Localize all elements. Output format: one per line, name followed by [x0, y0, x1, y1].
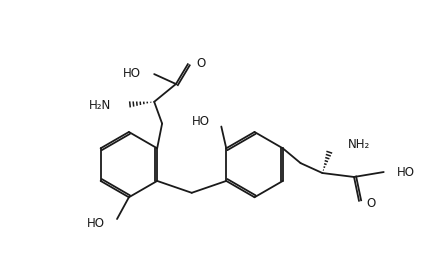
Text: NH₂: NH₂ — [348, 138, 371, 151]
Text: H₂N: H₂N — [89, 99, 111, 112]
Text: O: O — [366, 197, 375, 210]
Text: HO: HO — [123, 67, 141, 80]
Text: HO: HO — [397, 166, 414, 179]
Text: O: O — [197, 57, 206, 70]
Text: HO: HO — [192, 115, 209, 128]
Text: HO: HO — [87, 217, 105, 230]
